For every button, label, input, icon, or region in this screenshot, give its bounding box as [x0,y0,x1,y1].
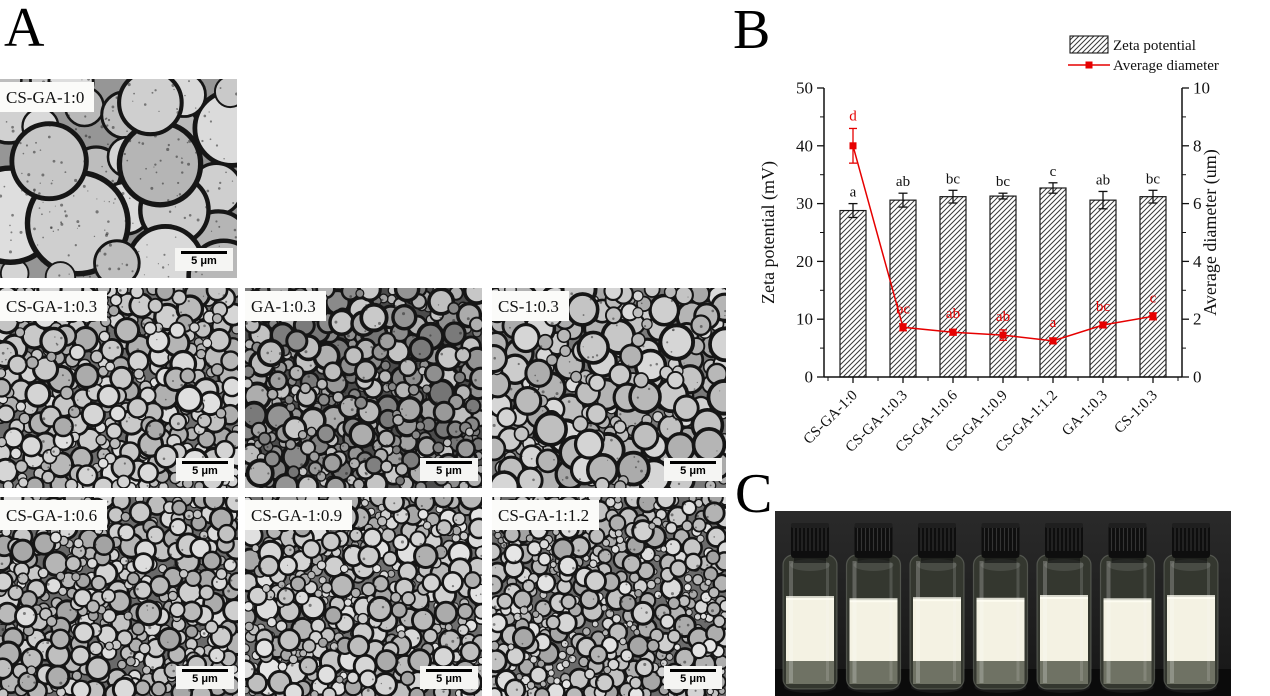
sample-label: CS-GA-1:0 [0,82,95,112]
micrograph-image [492,288,726,488]
sample-label: CS-GA-1:0.9 [245,500,353,530]
svg-text:6: 6 [1193,194,1202,213]
zeta-error-bars: a ab bc bc c ab bc [848,164,1161,219]
x-tick-label: GA-1:0.3 [1059,388,1111,440]
scale-bar-line [426,669,472,672]
scale-bar-line [182,669,228,672]
svg-text:10: 10 [796,310,813,329]
scale-bar-text: 5 μm [192,673,218,685]
diameter-sig-letter: bc [896,301,911,317]
diameter-marker [1049,337,1057,345]
svg-text:50: 50 [796,79,813,98]
zeta-diameter-chart: a ab bc bc c ab bc d bc ab ab a bc c 0 10 20 30 40 50 0 2 4 6 8 1… [758,35,1221,456]
diameter-sig-letter: ab [946,306,960,322]
chart-legend: Zeta potential Average diameter [1068,35,1219,74]
svg-text:8: 8 [1193,136,1202,155]
bar-sig-letter: a [850,185,857,201]
diameter-sig-letter: bc [1096,299,1111,315]
micrograph-image [245,497,482,696]
scale-bar: 5 μm [664,458,722,481]
scale-bar: 5 μm [420,666,478,689]
diameter-marker [899,323,907,331]
sample-label: CS-GA-1:0.6 [0,500,108,530]
vial [972,523,1029,693]
bar-sig-letter: bc [1146,171,1161,187]
bar-sig-letter: bc [996,174,1011,190]
scale-bar-line [670,669,716,672]
scale-bar-line [670,461,716,464]
scale-bar-text: 5 μm [680,465,706,477]
svg-text:4: 4 [1193,252,1202,271]
scale-bar-text: 5 μm [436,673,462,685]
sample-label: CS-1:0.3 [492,291,569,321]
vial [1036,523,1092,693]
bar-sig-letter: ab [1096,172,1110,188]
scale-bar-text: 5 μm [680,673,706,685]
diameter-marker [1149,312,1157,320]
diameter-sig-letter: c [1150,290,1157,306]
bar-sig-letter: ab [896,174,910,190]
svg-text:0: 0 [805,368,814,387]
scale-bar-text: 5 μm [436,465,462,477]
scale-bar-text: 5 μm [191,255,217,267]
legend-diameter-label: Average diameter [1113,58,1219,74]
diameter-marker [999,331,1007,339]
panel-b-label: B [733,0,771,61]
scale-bar: 5 μm [664,666,722,689]
micrograph-image [0,79,237,278]
scale-bar: 5 μm [176,666,234,689]
vials-photo [775,511,1231,696]
micrograph-cs-ga-1-0-6: CS-GA-1:0.6 5 μm [0,497,238,696]
vial [1163,523,1219,693]
panel-c-label: C [735,463,773,525]
vial [909,523,965,693]
micrograph-cs-1-0-3: CS-1:0.3 5 μm [492,288,726,488]
scale-bar: 5 μm [175,248,233,271]
micrograph-cs-ga-1-0: CS-GA-1:0 5 μm [0,79,237,278]
vials-image [775,511,1231,696]
micrograph-image [245,288,482,488]
legend-zeta-label: Zeta potential [1113,38,1196,54]
diameter-sig-letter: a [1050,315,1057,331]
panel-a-label: A [4,0,45,59]
micrograph-cs-ga-1-0-3: CS-GA-1:0.3 5 μm [0,288,238,488]
scale-bar-line [181,251,227,254]
diameter-sig-letter: d [849,108,857,124]
diameter-marker [849,142,857,150]
vial [782,523,838,693]
svg-text:20: 20 [796,252,813,271]
micrograph-image [0,497,238,696]
micrograph-cs-ga-1-1-2: CS-GA-1:1.2 5 μm [492,497,726,696]
left-axis-title: Zeta potential (mV) [758,161,779,304]
micrograph-image [0,288,238,488]
diameter-sig-letter: ab [996,309,1010,325]
scale-bar-line [426,461,472,464]
diameter-marker [949,328,957,336]
micrograph-cs-ga-1-0-9: CS-GA-1:0.9 5 μm [245,497,482,696]
sample-label: GA-1:0.3 [245,291,326,321]
svg-text:30: 30 [796,194,813,213]
scale-bar-text: 5 μm [192,465,218,477]
vial [845,523,902,693]
diameter-marker [1099,321,1107,329]
svg-text:40: 40 [796,136,813,155]
scale-bar-line [182,461,228,464]
sample-label: CS-GA-1:0.3 [0,291,108,321]
right-axis-title: Average diameter (um) [1200,149,1221,316]
bar-sig-letter: bc [946,171,961,187]
zeta-bars [839,187,1167,378]
svg-text:0: 0 [1193,368,1202,387]
svg-text:2: 2 [1193,310,1202,329]
sample-label: CS-GA-1:1.2 [492,500,600,530]
bar-sig-letter: c [1050,164,1057,180]
scale-bar: 5 μm [176,458,234,481]
x-tick-label: CS-1:0.3 [1111,388,1160,437]
micrograph-ga-1-0-3: GA-1:0.3 5 μm [245,288,482,488]
svg-text:10: 10 [1193,79,1210,98]
vial [1099,523,1156,693]
scale-bar: 5 μm [420,458,478,481]
